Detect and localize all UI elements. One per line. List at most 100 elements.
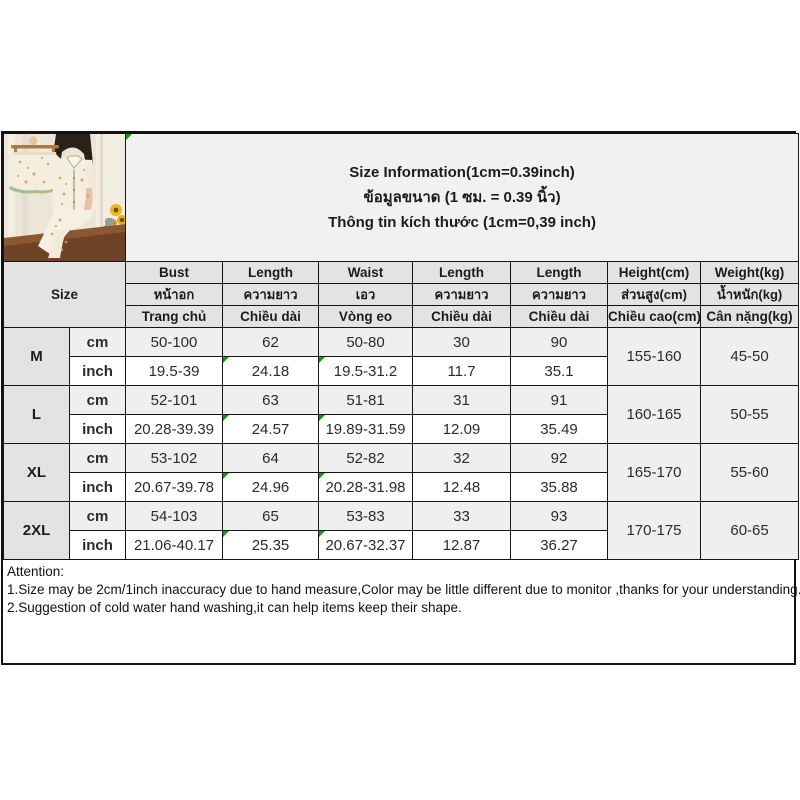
2xl-length3-cm: 93	[510, 501, 608, 531]
size-table: Size Information(1cm=0.39inch) ข้อมูลขนา…	[3, 133, 800, 560]
xl-length1-cm: 64	[222, 443, 319, 473]
col-header-length2-en: Length	[412, 261, 511, 284]
l-length2-inch: 12.09	[412, 414, 511, 444]
xl-length2-inch: 12.48	[412, 472, 511, 502]
m-length3-cm: 90	[510, 327, 608, 357]
xl-waist-cm: 52-82	[318, 443, 413, 473]
size-chart-sheet: Size Information(1cm=0.39inch) ข้อมูลขนา…	[1, 131, 800, 665]
size-label-xl: XL	[3, 443, 70, 502]
table-row: M cm 50-100 62 50-80 30 90 155-160 45-50	[3, 327, 800, 386]
col-header-bust-en: Bust	[125, 261, 223, 284]
l-bust-inch: 20.28-39.39	[125, 414, 223, 444]
xl-bust-inch: 20.67-39.78	[125, 472, 223, 502]
attention-note-1: 1.Size may be 2cm/1inch inaccuracy due t…	[7, 582, 800, 597]
m-weight: 45-50	[699, 327, 800, 386]
xl-waist-inch: 20.28-31.98	[318, 472, 413, 502]
col-header-length3-vi: Chiều dài	[510, 305, 608, 328]
xl-height: 165-170	[607, 443, 701, 502]
m-height: 155-160	[607, 327, 701, 386]
size-label-l: L	[3, 385, 70, 444]
l-length1-inch: 24.57	[222, 414, 319, 444]
col-header-waist-vi: Vòng eo	[318, 305, 413, 328]
attention-notes: Attention: 1.Size may be 2cm/1inch inacc…	[3, 560, 800, 663]
unit-cm: cm	[69, 443, 126, 473]
2xl-bust-cm: 54-103	[125, 501, 223, 531]
unit-cm: cm	[69, 501, 126, 531]
2xl-length2-cm: 33	[412, 501, 511, 531]
l-bust-cm: 52-101	[125, 385, 223, 415]
col-header-length1-th: ความยาว	[222, 283, 319, 306]
col-header-bust-th: หน้าอก	[125, 283, 223, 306]
2xl-length1-cm: 65	[222, 501, 319, 531]
title-line-th: ข้อมูลขนาด (1 ซม. = 0.39 นิ้ว)	[363, 189, 561, 206]
xl-length2-cm: 32	[412, 443, 511, 473]
2xl-height: 170-175	[607, 501, 701, 560]
l-length1-cm: 63	[222, 385, 319, 415]
l-length3-inch: 35.49	[510, 414, 608, 444]
col-header-length3-th: ความยาว	[510, 283, 608, 306]
unit-inch: inch	[69, 356, 126, 386]
m-bust-cm: 50-100	[125, 327, 223, 357]
unit-cm: cm	[69, 385, 126, 415]
2xl-length3-inch: 36.27	[510, 530, 608, 560]
size-label-2xl: 2XL	[3, 501, 70, 560]
xl-bust-cm: 53-102	[125, 443, 223, 473]
2xl-weight: 60-65	[699, 501, 800, 560]
size-header: Size	[3, 261, 126, 328]
unit-cm: cm	[69, 327, 126, 357]
table-row: inch 20.67-39.78 24.96 20.28-31.98 12.48…	[4, 472, 799, 502]
size-info-title: Size Information(1cm=0.39inch) ข้อมูลขนา…	[124, 133, 800, 262]
col-header-waist-th: เอว	[318, 283, 413, 306]
unit-inch: inch	[69, 414, 126, 444]
m-length2-cm: 30	[412, 327, 511, 357]
m-length1-cm: 62	[222, 327, 319, 357]
col-header-length2-vi: Chiều dài	[412, 305, 511, 328]
col-header-length1-en: Length	[222, 261, 319, 284]
l-height: 160-165	[607, 385, 701, 444]
product-photo	[3, 133, 126, 262]
l-length3-cm: 91	[510, 385, 608, 415]
col-header-weight-vi: Cân nặng(kg)	[699, 305, 800, 328]
2xl-length1-inch: 25.35	[222, 530, 319, 560]
xl-length3-inch: 35.88	[510, 472, 608, 502]
title-line-vi: Thông tin kích thước (1cm=0,39 inch)	[328, 214, 596, 231]
col-header-weight-th: น้ำหนัก(kg)	[699, 283, 800, 306]
2xl-waist-cm: 53-83	[318, 501, 413, 531]
attention-title: Attention:	[7, 564, 65, 579]
m-waist-inch: 19.5-31.2	[318, 356, 413, 386]
attention-note-2: 2.Suggestion of cold water hand washing,…	[7, 600, 462, 615]
col-header-height-en: Height(cm)	[607, 261, 701, 284]
col-header-length2-th: ความยาว	[412, 283, 511, 306]
m-length2-inch: 11.7	[412, 356, 511, 386]
xl-weight: 55-60	[699, 443, 800, 502]
2xl-length2-inch: 12.87	[412, 530, 511, 560]
pajama-photo-illustration	[4, 134, 125, 261]
size-label-m: M	[3, 327, 70, 386]
m-length3-inch: 35.1	[510, 356, 608, 386]
col-header-bust-vi: Trang chủ	[125, 305, 223, 328]
table-row: L cm 52-101 63 51-81 31 91 160-165 50-55	[3, 385, 800, 444]
m-length1-inch: 24.18	[222, 356, 319, 386]
l-weight: 50-55	[699, 385, 800, 444]
table-row: XL cm 53-102 64 52-82 32 92 165-170 55-6…	[3, 443, 800, 502]
col-header-waist-en: Waist	[318, 261, 413, 284]
col-header-weight-en: Weight(kg)	[699, 261, 800, 284]
title-line-en: Size Information(1cm=0.39inch)	[349, 164, 575, 181]
2xl-waist-inch: 20.67-32.37	[318, 530, 413, 560]
unit-inch: inch	[69, 472, 126, 502]
m-bust-inch: 19.5-39	[125, 356, 223, 386]
col-header-height-vi: Chiều cao(cm)	[607, 305, 701, 328]
l-waist-inch: 19.89-31.59	[318, 414, 413, 444]
table-row: 2XL cm 54-103 65 53-83 33 93 170-175 60-…	[3, 501, 800, 560]
xl-length1-inch: 24.96	[222, 472, 319, 502]
col-header-height-th: ส่วนสูง(cm)	[607, 283, 701, 306]
unit-inch: inch	[69, 530, 126, 560]
l-waist-cm: 51-81	[318, 385, 413, 415]
col-header-length3-en: Length	[510, 261, 608, 284]
l-length2-cm: 31	[412, 385, 511, 415]
xl-length3-cm: 92	[510, 443, 608, 473]
2xl-bust-inch: 21.06-40.17	[125, 530, 223, 560]
col-header-length1-vi: Chiều dài	[222, 305, 319, 328]
m-waist-cm: 50-80	[318, 327, 413, 357]
